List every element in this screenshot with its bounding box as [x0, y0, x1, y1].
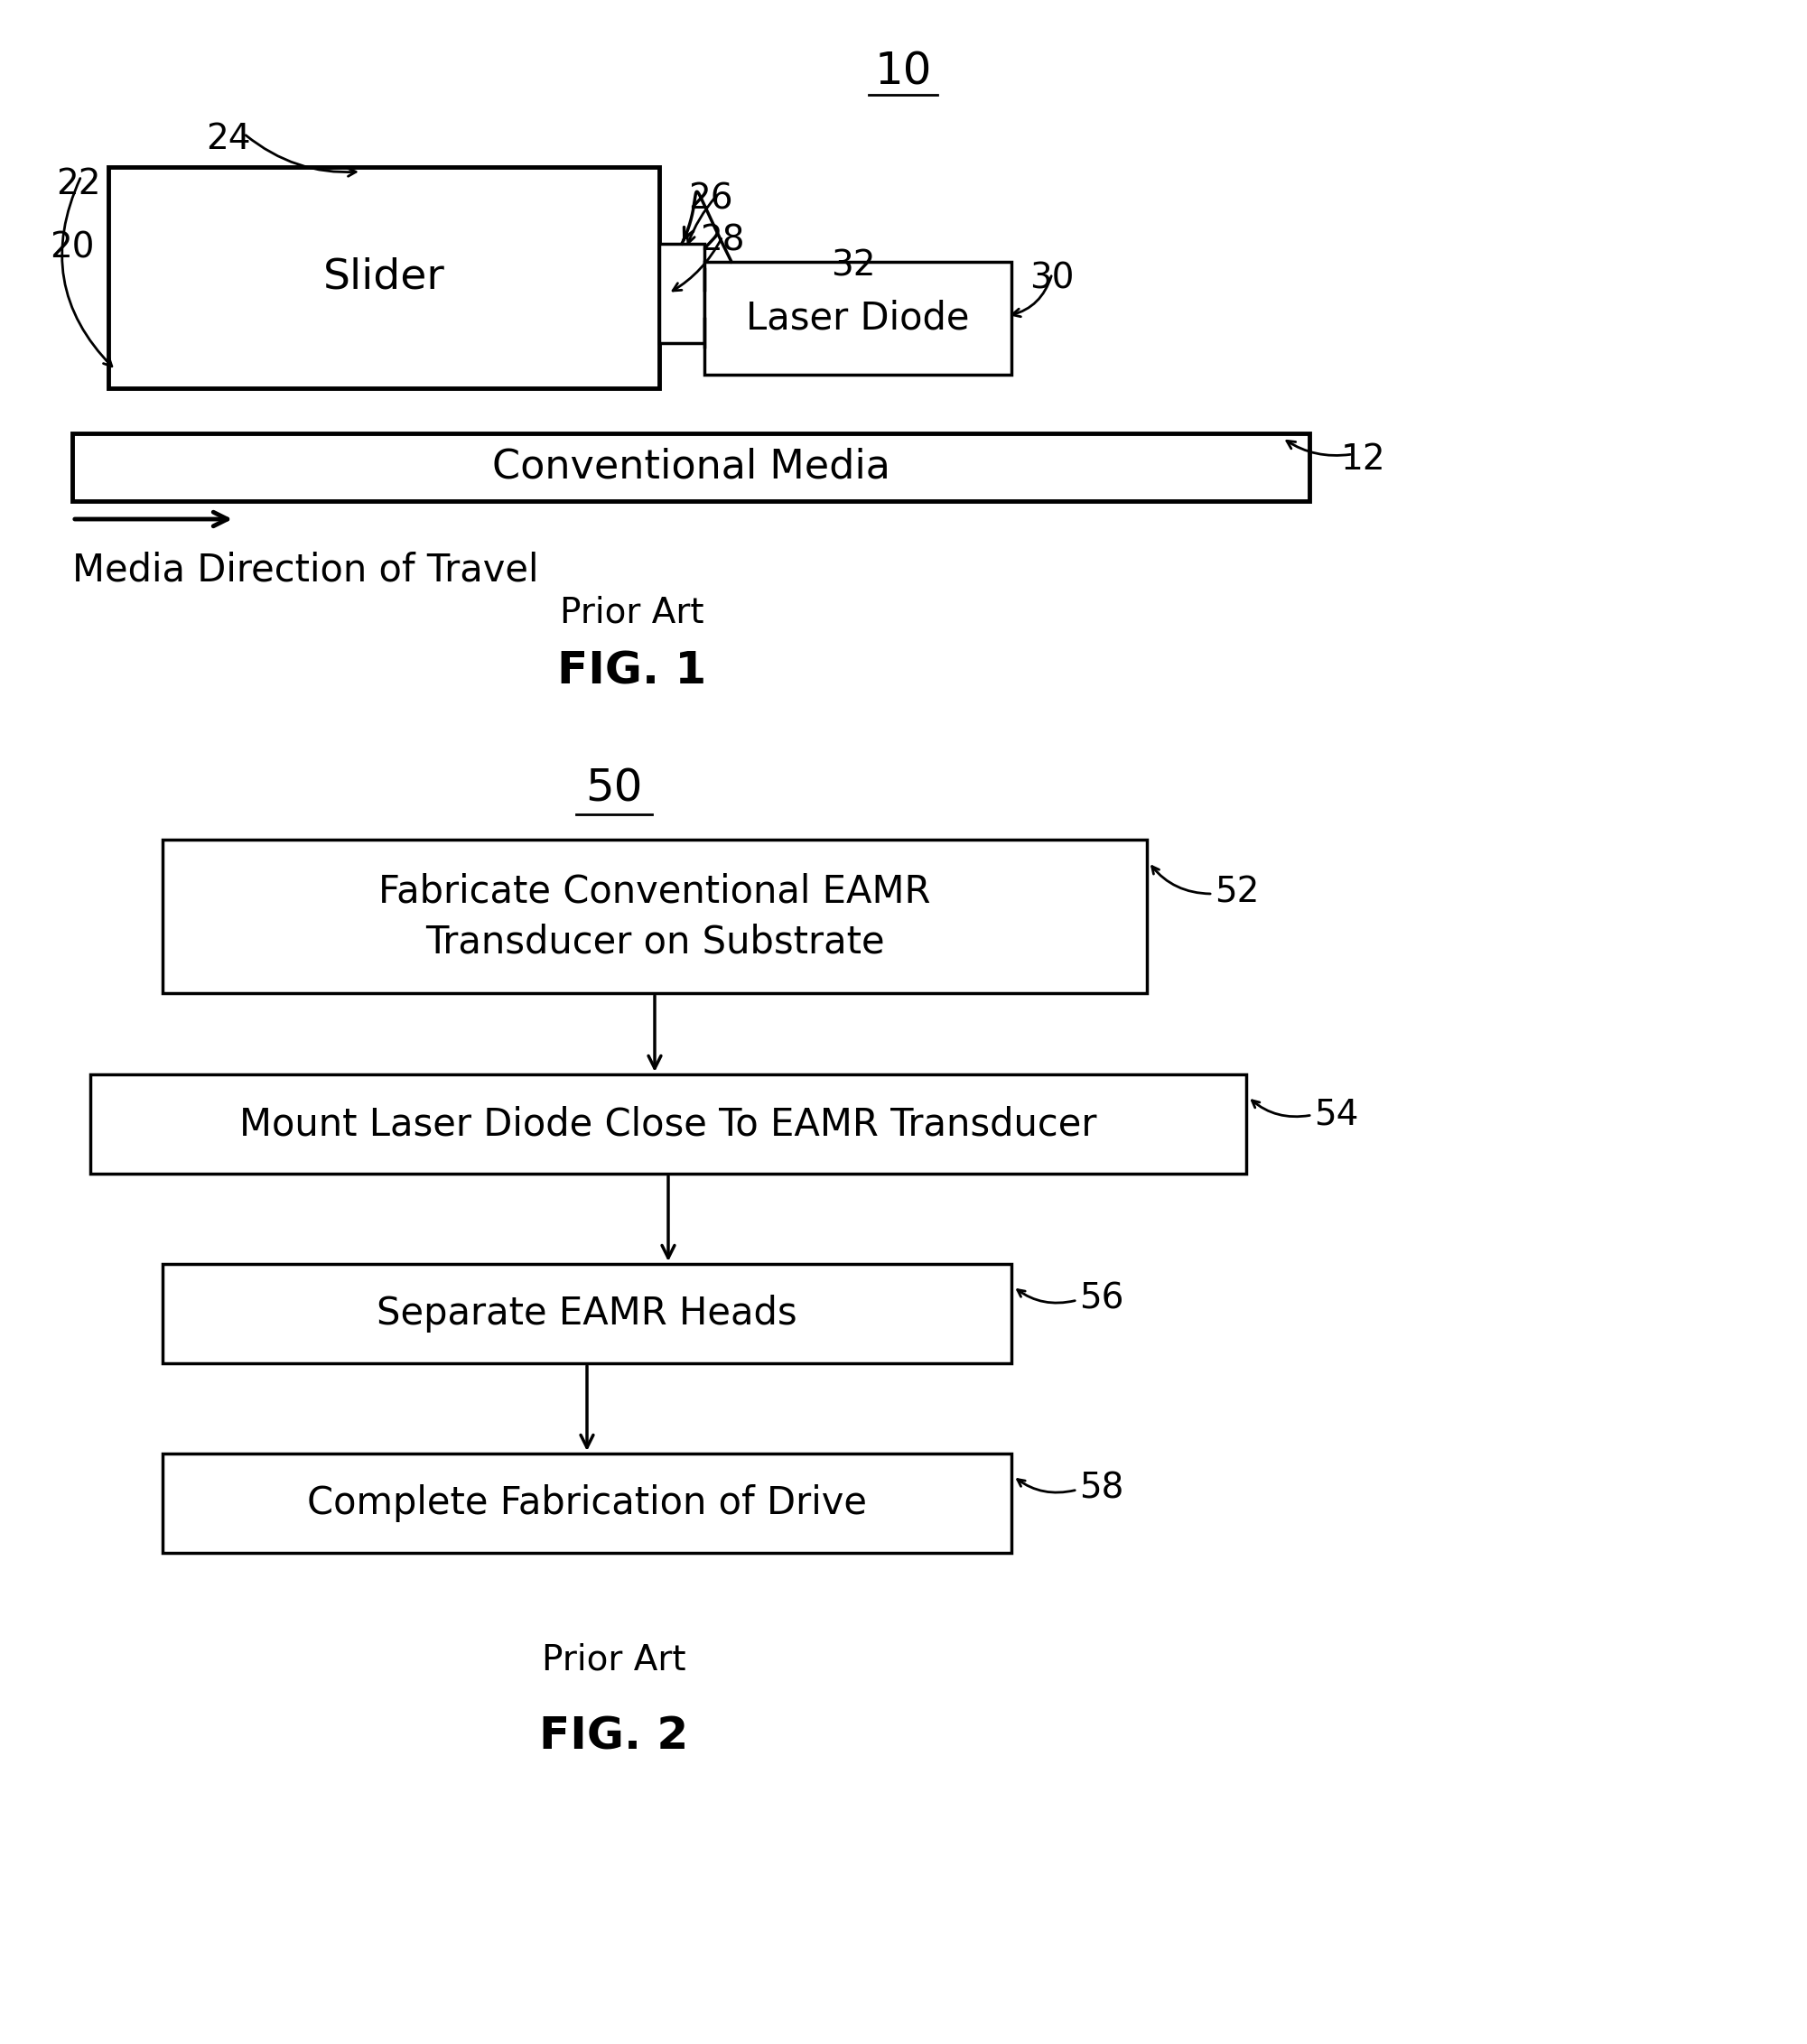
Text: Prior Art: Prior Art [542, 1643, 687, 1678]
Text: Laser Diode: Laser Diode [746, 298, 970, 337]
Bar [90, 1075, 1247, 1173]
Bar [660, 243, 705, 343]
Text: 28: 28 [699, 225, 744, 258]
Text: 22: 22 [56, 168, 101, 200]
Text: Conventional Media: Conventional Media [492, 448, 889, 486]
Text: 26: 26 [688, 182, 734, 217]
Text: 56: 56 [1079, 1282, 1124, 1316]
Text: 20: 20 [49, 231, 94, 264]
Text: Transducer on Substrate: Transducer on Substrate [425, 922, 884, 961]
Text: 10: 10 [875, 49, 932, 92]
Text: Separate EAMR Heads: Separate EAMR Heads [376, 1294, 797, 1333]
Text: Prior Art: Prior Art [560, 597, 705, 630]
Text: Complete Fabrication of Drive: Complete Fabrication of Drive [307, 1484, 867, 1523]
Text: Mount Laser Diode Close To EAMR Transducer: Mount Laser Diode Close To EAMR Transduc… [240, 1106, 1097, 1143]
Text: FIG. 2: FIG. 2 [540, 1715, 688, 1758]
Bar [163, 1453, 1012, 1553]
Text: 24: 24 [206, 123, 251, 155]
Text: Media Direction of Travel: Media Direction of Travel [72, 550, 538, 589]
Text: FIG. 1: FIG. 1 [558, 650, 707, 693]
Text: 52: 52 [1214, 875, 1259, 910]
Text: 32: 32 [831, 247, 876, 282]
Text: Fabricate Conventional EAMR: Fabricate Conventional EAMR [379, 873, 931, 910]
Text: 54: 54 [1314, 1098, 1359, 1130]
Bar [163, 840, 1147, 993]
Text: 58: 58 [1079, 1472, 1124, 1506]
Text: 50: 50 [585, 766, 643, 811]
Text: 30: 30 [1030, 262, 1073, 296]
Text: Slider: Slider [323, 258, 445, 298]
Bar [705, 262, 1012, 374]
Bar [108, 168, 660, 388]
Text: 12: 12 [1341, 442, 1386, 476]
Bar [163, 1263, 1012, 1363]
Bar [72, 433, 1310, 501]
